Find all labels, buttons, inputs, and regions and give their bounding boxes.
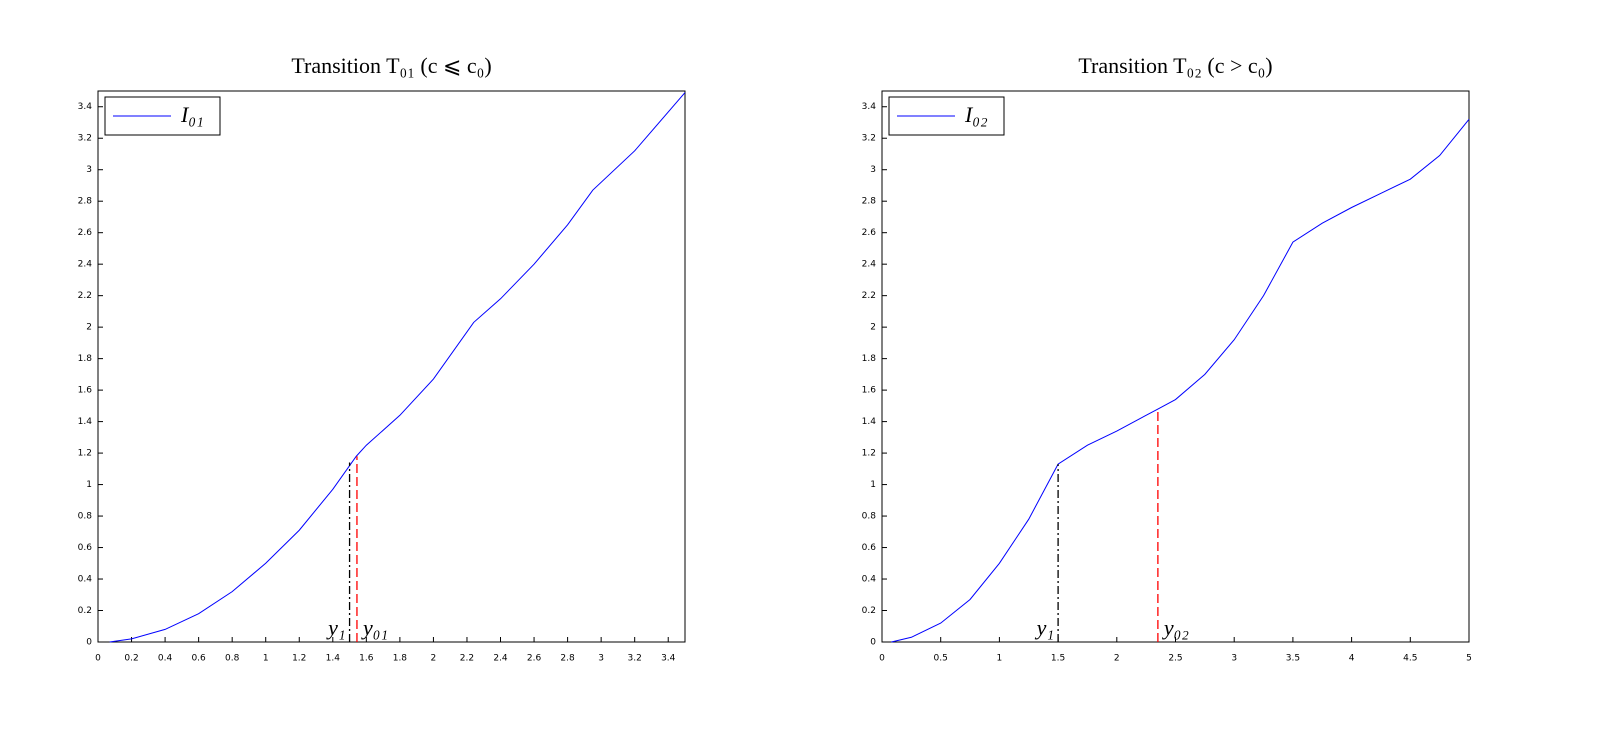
x-tick-label: 0.2 (124, 654, 138, 664)
x-tick-label: 3.2 (628, 654, 642, 664)
x-tick-label: 3.4 (661, 654, 676, 664)
marker-label: y₀₂ (1162, 615, 1189, 640)
y-tick-label: 0.8 (862, 512, 877, 522)
y-tick-label: 3 (870, 165, 876, 175)
y-tick-label: 1.4 (78, 417, 93, 427)
y-tick-label: 3.2 (78, 134, 92, 144)
x-tick-label: 0.8 (225, 654, 240, 664)
x-tick-label: 3.5 (1286, 654, 1300, 664)
y-tick-label: 2.6 (78, 228, 93, 238)
y-tick-label: 2.8 (78, 197, 93, 207)
x-tick-label: 2.4 (493, 654, 508, 664)
y-tick-label: 3.4 (862, 102, 877, 112)
y-tick-label: 0 (870, 638, 876, 648)
plot-frame (97, 90, 686, 643)
y-tick-label: 0.2 (78, 606, 92, 616)
y-tick-label: 1.8 (78, 354, 93, 364)
series-line (109, 92, 686, 643)
marker-label: y₁ (326, 615, 345, 640)
x-tick-label: 0 (879, 654, 885, 664)
y-tick-label: 0.6 (78, 543, 93, 553)
x-tick-label: 1.8 (393, 654, 408, 664)
subplot: Transition T₀₁ (c ⩽ c₀) 0 0.2 0.4 0.6 0.8 1 1.2… (78, 53, 686, 664)
y-tick-label: 1.6 (862, 386, 877, 396)
x-tick-label: 4.5 (1403, 654, 1417, 664)
legend-label: I₀₂ (964, 102, 988, 127)
chart-title: Transition T₀₂ (c > c₀) (1078, 53, 1272, 78)
marker-label: y₁ (1035, 615, 1054, 640)
x-tick-label: 3 (1231, 654, 1237, 664)
y-tick-label: 1.2 (862, 449, 876, 459)
y-tick-label: 2 (870, 323, 876, 333)
subplot: Transition T₀₂ (c > c₀) 0 0.5 1 1.5 2 2.5 3 3.5 4… (862, 53, 1472, 663)
x-tick-label: 2.8 (560, 654, 575, 664)
x-tick-label: 1 (263, 654, 269, 664)
x-tick-label: 2.5 (1168, 654, 1182, 664)
x-tick-label: 3 (598, 654, 604, 664)
legend-label: I₀₁ (180, 102, 204, 127)
x-tick-label: 1 (997, 654, 1003, 664)
y-tick-label: 0.4 (78, 575, 93, 585)
y-tick-label: 1.4 (862, 417, 877, 427)
y-tick-label: 2.8 (862, 197, 877, 207)
x-tick-label: 4 (1349, 654, 1355, 664)
x-tick-label: 2.2 (460, 654, 474, 664)
x-tick-label: 1.4 (326, 654, 341, 664)
x-tick-label: 0.6 (191, 654, 206, 664)
y-tick-label: 2.4 (78, 260, 93, 270)
x-tick-label: 2 (1114, 654, 1120, 664)
y-tick-label: 2.2 (862, 291, 876, 301)
y-tick-label: 1 (870, 480, 876, 490)
y-tick-label: 3 (86, 165, 92, 175)
y-tick-label: 1.6 (78, 386, 93, 396)
x-tick-label: 1.5 (1051, 654, 1065, 664)
x-tick-label: 0.4 (158, 654, 173, 664)
y-tick-label: 0 (86, 638, 92, 648)
y-tick-label: 0.2 (862, 606, 876, 616)
y-tick-label: 1 (86, 480, 92, 490)
plot-frame (881, 90, 1470, 643)
marker-label: y₀₁ (361, 615, 388, 640)
y-tick-label: 3.4 (78, 102, 93, 112)
y-tick-label: 2 (86, 323, 92, 333)
y-tick-label: 0.4 (862, 575, 877, 585)
y-tick-label: 0.8 (78, 512, 93, 522)
y-tick-label: 1.8 (862, 354, 877, 364)
y-tick-label: 3.2 (862, 134, 876, 144)
x-tick-label: 2 (431, 654, 437, 664)
y-tick-label: 0.6 (862, 543, 877, 553)
y-tick-label: 2.6 (862, 228, 877, 238)
series-line (891, 119, 1470, 643)
y-tick-label: 2.4 (862, 260, 877, 270)
x-tick-label: 0 (95, 654, 101, 664)
x-tick-label: 1.2 (292, 654, 306, 664)
x-tick-label: 1.6 (359, 654, 374, 664)
x-tick-label: 0.5 (934, 654, 948, 664)
x-tick-label: 5 (1466, 654, 1472, 664)
y-tick-label: 1.2 (78, 449, 92, 459)
x-tick-label: 2.6 (527, 654, 542, 664)
y-tick-label: 2.2 (78, 291, 92, 301)
chart-title: Transition T₀₁ (c ⩽ c₀) (291, 53, 491, 78)
